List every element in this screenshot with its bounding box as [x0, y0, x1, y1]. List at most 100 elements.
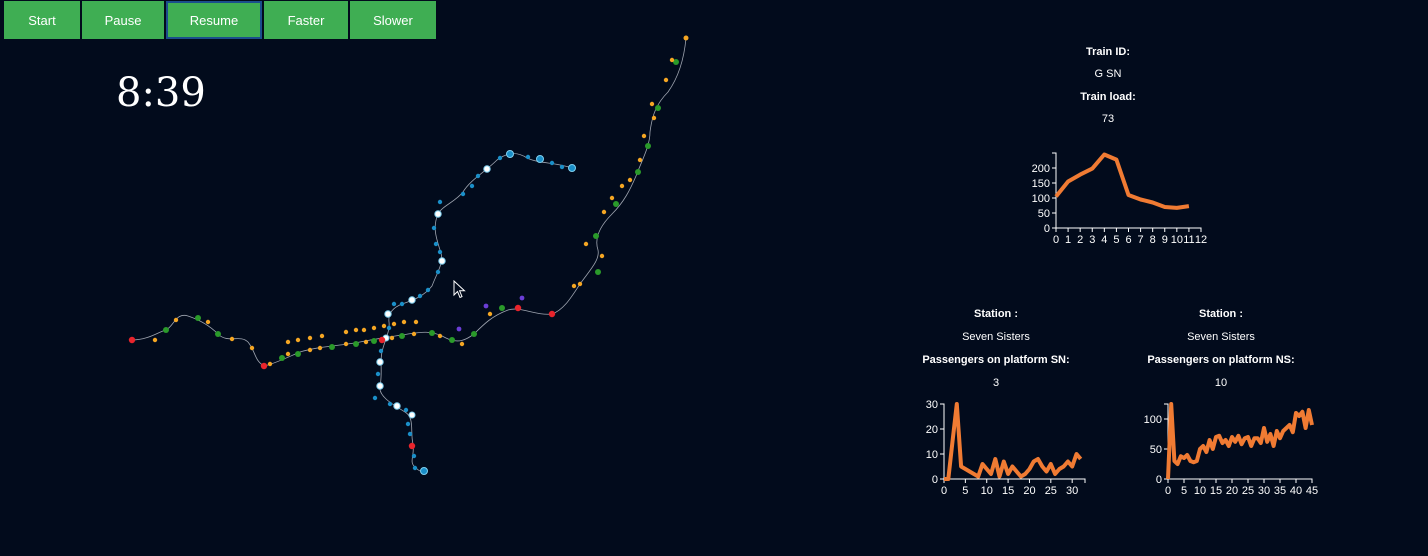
- station-marker: [595, 269, 601, 275]
- station-ns-panel: Station : Seven Sisters Passengers on pl…: [1133, 308, 1309, 389]
- station-marker: [506, 150, 514, 158]
- station-marker: [260, 362, 268, 370]
- train-load-chart-x-tick-label: 6: [1125, 234, 1131, 246]
- station-marker: [249, 345, 255, 351]
- station-marker: [152, 337, 158, 343]
- station-marker: [449, 337, 455, 343]
- station-marker: [663, 77, 669, 83]
- station-marker: [295, 351, 301, 357]
- station-marker: [497, 155, 503, 161]
- station-marker: [319, 333, 325, 339]
- platform-ns-chart-y-tick-label: 50: [1150, 444, 1162, 456]
- station-sn-label: Station :: [974, 308, 1018, 320]
- platform-ns-chart-series-line: [1166, 402, 1314, 480]
- station-marker: [425, 287, 431, 293]
- station-marker: [407, 431, 413, 437]
- station-marker: [683, 35, 689, 41]
- station-marker: [411, 331, 417, 337]
- platform-sn-chart-y-tick-label: 0: [932, 474, 938, 486]
- platform-sn-chart-y-tick-label: 10: [926, 449, 938, 461]
- platform-sn-chart-x-tick-label: 5: [962, 485, 968, 497]
- train-load-chart-x-tick-label: 1: [1065, 234, 1071, 246]
- platform-ns-chart-x-tick-label: 20: [1226, 485, 1238, 497]
- platform-sn-chart-x-tick-label: 0: [941, 485, 947, 497]
- station-marker: [525, 154, 531, 160]
- train-load-chart-y-tick-label: 100: [1032, 193, 1050, 205]
- station-marker: [613, 201, 619, 207]
- platform-ns-chart-y-tick-label: 0: [1156, 474, 1162, 486]
- start-button[interactable]: Start: [4, 1, 80, 39]
- station-marker: [536, 155, 544, 163]
- station-marker: [267, 361, 273, 367]
- station-marker: [411, 453, 417, 459]
- resume-button[interactable]: Resume: [166, 1, 262, 39]
- platform-ns-chart-y-tick-label: 100: [1144, 414, 1162, 426]
- station-marker: [627, 177, 633, 183]
- train-load-chart-x-tick-label: 11: [1183, 234, 1194, 246]
- platform-sn-chart-y-axis: [940, 403, 945, 480]
- station-marker: [519, 295, 525, 301]
- train-load-chart-y-tick-label: 0: [1044, 223, 1050, 235]
- station-marker: [583, 241, 589, 247]
- station-marker: [381, 323, 387, 329]
- station-marker: [431, 225, 437, 231]
- platform-ns-chart-x-tick-label: 35: [1274, 485, 1286, 497]
- station-marker: [399, 333, 405, 339]
- platform-ns-chart-x-tick-label: 0: [1165, 485, 1171, 497]
- station-marker: [229, 336, 235, 342]
- platform-sn-chart-x-tick-label: 10: [981, 485, 993, 497]
- station-marker: [215, 331, 221, 337]
- station-marker: [599, 253, 605, 259]
- station-marker: [609, 195, 615, 201]
- station-marker: [649, 101, 655, 107]
- train-id-value: G SN: [1094, 68, 1122, 80]
- train-info-panel: Train ID: G SN Train load: 73: [1020, 46, 1196, 126]
- station-ns-platform-label: Passengers on platform NS:: [1147, 354, 1295, 366]
- station-marker: [437, 199, 443, 205]
- station-marker: [655, 105, 661, 111]
- tube-line-path: [131, 37, 687, 367]
- station-sn-count: 3: [992, 377, 1000, 389]
- station-marker: [487, 311, 493, 317]
- station-marker: [438, 257, 446, 265]
- platform-ns-chart-x-axis: [1167, 478, 1313, 483]
- station-sn-panel: Station : Seven Sisters Passengers on pl…: [908, 308, 1084, 389]
- station-marker: [399, 301, 405, 307]
- station-marker: [173, 317, 179, 323]
- platform-ns-chart-x-tick-label: 5: [1181, 485, 1187, 497]
- slower-button[interactable]: Slower: [350, 1, 436, 39]
- platform-ns-chart-x-tick-label: 15: [1210, 485, 1222, 497]
- station-marker: [412, 465, 418, 471]
- station-marker: [437, 333, 443, 339]
- station-marker: [651, 115, 657, 121]
- train-id-label: Train ID:: [1085, 46, 1130, 58]
- train-load-chart-x-tick-label: 2: [1077, 234, 1083, 246]
- train-load-chart-x-tick-label: 10: [1171, 234, 1183, 246]
- train-load-chart-x-tick-label: 9: [1162, 234, 1168, 246]
- station-marker: [429, 330, 435, 336]
- station-marker: [641, 133, 647, 139]
- train-load-chart-x-tick-label: 12: [1195, 234, 1207, 246]
- station-marker: [559, 164, 565, 170]
- station-marker: [372, 395, 378, 401]
- station-marker: [371, 338, 377, 344]
- station-marker: [593, 233, 599, 239]
- faster-button[interactable]: Faster: [264, 1, 348, 39]
- control-bar: Start Pause Resume Faster Slower: [4, 1, 438, 39]
- train-load-chart-x-tick-label: 7: [1138, 234, 1144, 246]
- station-marker: [499, 305, 505, 311]
- train-load-chart-series-line: [1054, 152, 1190, 210]
- station-marker: [386, 325, 392, 331]
- station-marker: [413, 319, 419, 325]
- station-marker: [645, 143, 651, 149]
- station-marker: [343, 341, 349, 347]
- station-marker: [435, 269, 441, 275]
- station-marker: [378, 336, 386, 344]
- station-marker: [363, 339, 369, 345]
- platform-ns-chart-x-tick-label: 45: [1306, 485, 1318, 497]
- pause-button[interactable]: Pause: [82, 1, 164, 39]
- station-marker: [637, 157, 643, 163]
- train-load-chart-x-tick-label: 4: [1101, 234, 1107, 246]
- station-marker: [408, 411, 416, 419]
